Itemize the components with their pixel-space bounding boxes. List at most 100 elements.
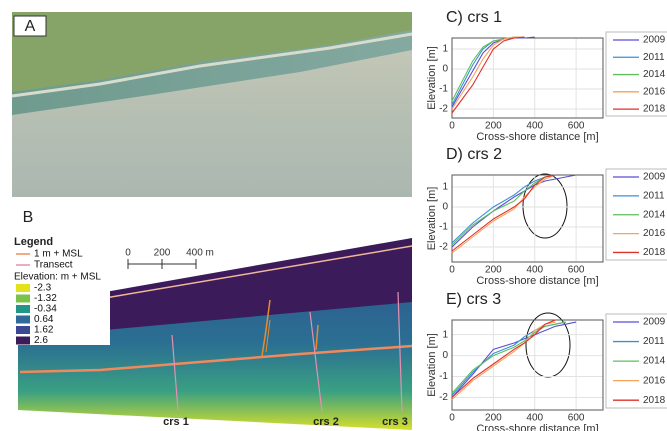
legend-swatch: [16, 294, 30, 303]
y-tick-label: -1: [439, 84, 448, 95]
farmland: [12, 12, 412, 92]
x-tick-label: 600: [568, 413, 585, 424]
legend-label: 2009: [643, 172, 666, 183]
data-line: [451, 36, 525, 110]
high-marsh: [105, 238, 412, 330]
legend-label: 2011: [643, 336, 665, 347]
data-line: [451, 36, 525, 106]
transect-line: [171, 334, 179, 411]
x-tick-label: 0: [449, 121, 455, 132]
legend-label: 2014: [643, 356, 666, 367]
annotation-ellipse: [522, 173, 568, 239]
transect-label: crs 2: [313, 416, 339, 428]
plot-frame: [451, 319, 604, 411]
y-tick-label: 0: [442, 64, 448, 75]
x-axis-label: Cross-shore distance [m]: [476, 131, 598, 143]
y-tick-label: 0: [442, 202, 448, 213]
legend-label: 2016: [643, 228, 666, 239]
legend-label: 2011: [643, 52, 665, 63]
x-tick-label: 200: [485, 413, 502, 424]
data-line: [451, 174, 556, 246]
y-axis-label: Elevation [m]: [426, 187, 438, 251]
transect-line: [309, 311, 323, 413]
scale-label: 400 m: [186, 248, 214, 259]
y-axis-label: Elevation [m]: [426, 46, 438, 110]
creek: [261, 299, 271, 357]
map-legend-title: Legend: [14, 236, 53, 248]
legend-label: 2009: [643, 317, 666, 328]
legend-label: 2016: [643, 86, 666, 97]
legend-text: -2.3: [34, 283, 52, 294]
creek: [315, 324, 319, 351]
legend-swatch: [16, 315, 30, 324]
legend-swatch: [16, 284, 30, 292]
data-line: [451, 321, 577, 398]
data-line: [451, 174, 556, 252]
y-tick-label: 0: [442, 350, 448, 361]
chart-title: D) crs 2: [446, 146, 502, 163]
transect-line: [397, 291, 403, 413]
x-tick-label: 400: [526, 265, 543, 276]
elevation-map: B crs 1 crs 2 crs 3 0 200 400 m Legend 1…: [12, 209, 413, 430]
elevation-swatches: -2.3-1.32-0.340.641.622.6: [16, 283, 57, 346]
data-line: [451, 321, 556, 400]
legend-label: 2014: [643, 209, 666, 220]
x-tick-label: 200: [485, 265, 502, 276]
creek: [265, 319, 271, 353]
y-axis-label: Elevation [m]: [426, 333, 438, 397]
transect-label: crs 3: [382, 416, 408, 428]
x-tick-label: 600: [568, 121, 585, 132]
legend-swatch: [16, 326, 30, 334]
y-tick-label: 1: [442, 182, 448, 193]
panel-label: A: [25, 18, 36, 35]
y-tick-label: -2: [439, 242, 448, 253]
legend-text: 0.64: [34, 314, 54, 325]
dike: [11, 32, 413, 98]
legend-swatch: [16, 305, 30, 313]
x-tick-label: 0: [449, 265, 455, 276]
legend-swatch: [16, 336, 30, 345]
legend-text: 1.62: [34, 325, 54, 336]
x-axis-label: Cross-shore distance [m]: [476, 423, 598, 431]
scale-label: 200: [154, 248, 171, 259]
panel-label-box: [13, 15, 47, 37]
legend-text: 1 m + MSL: [34, 249, 83, 260]
chart-title: C) crs 1: [446, 9, 502, 26]
data-line: [451, 174, 577, 248]
legend-text: Transect: [34, 260, 73, 271]
y-tick-label: 1: [442, 329, 448, 340]
panel-label: B: [23, 209, 34, 226]
transect-label: crs 1: [163, 416, 189, 428]
data-line: [451, 319, 556, 398]
legend-label: 2018: [643, 104, 666, 115]
legend-label: 2018: [643, 247, 666, 258]
x-axis-label: Cross-shore distance [m]: [476, 275, 598, 287]
aerial-photo: A: [11, 12, 413, 197]
legend-label: 2014: [643, 69, 666, 80]
legend-text: -1.32: [34, 293, 57, 304]
y-tick-label: -1: [439, 371, 448, 382]
legend-text: -0.34: [34, 304, 57, 315]
data-line: [451, 36, 535, 108]
plot-frame: [451, 174, 604, 263]
legend-text: Elevation: m + MSL: [14, 272, 101, 283]
chart-title: E) crs 3: [446, 291, 501, 308]
y-tick-label: -2: [439, 392, 448, 403]
x-tick-label: 400: [526, 121, 543, 132]
y-tick-label: -1: [439, 222, 448, 233]
legend-text: 2.6: [34, 335, 48, 346]
data-line: [451, 174, 556, 244]
legend-label: 2016: [643, 375, 666, 386]
legend-label: 2018: [643, 395, 666, 406]
x-tick-label: 600: [568, 265, 585, 276]
y-tick-label: -2: [439, 104, 448, 115]
plot-frame: [451, 37, 604, 119]
x-tick-label: 0: [449, 413, 455, 424]
dike-edge: [104, 245, 413, 299]
contour-1m: [19, 344, 413, 374]
legend-label: 2011: [643, 191, 665, 202]
data-line: [451, 36, 525, 114]
y-tick-label: 1: [442, 44, 448, 55]
